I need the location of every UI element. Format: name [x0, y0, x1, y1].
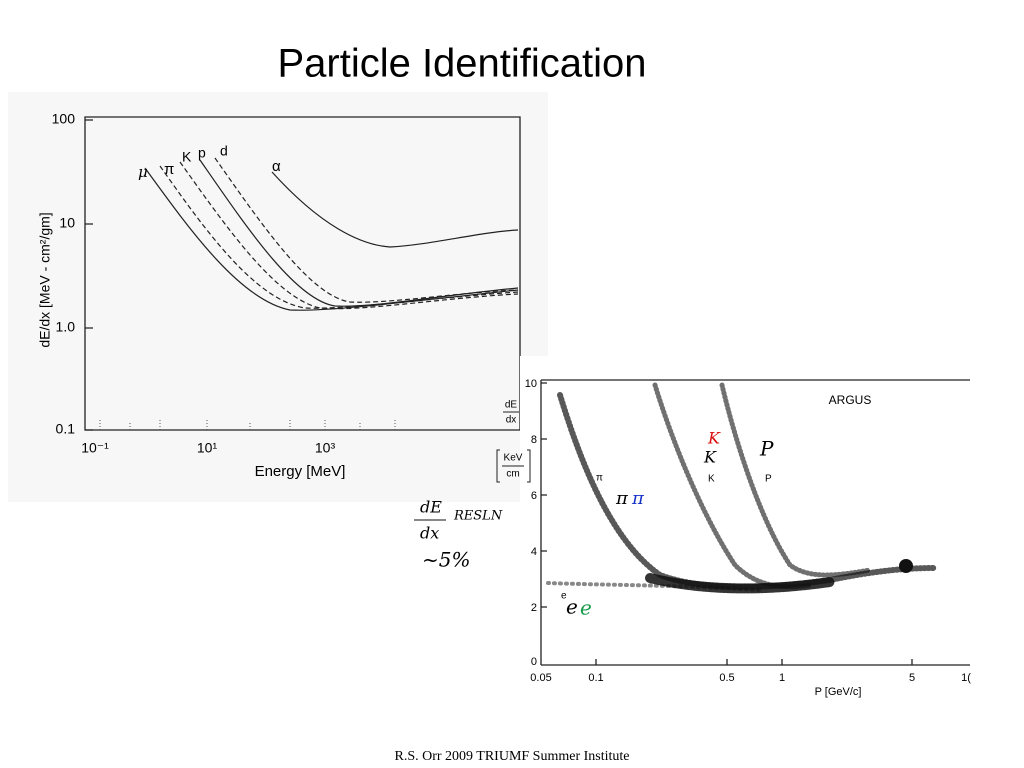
- figure-title: ARGUS: [829, 393, 872, 407]
- x-tick-label: 0.05: [530, 672, 551, 684]
- curve-k: [179, 161, 519, 310]
- y-tick-label: 0.1: [56, 421, 76, 437]
- ticks: [541, 382, 913, 665]
- annotation: P: [759, 437, 774, 461]
- footer: R.S. Orr 2009 TRIUMF Summer Institute: [394, 749, 629, 764]
- curve-alpha: [271, 171, 519, 248]
- band-label: π: [596, 473, 603, 484]
- curve-label: p: [198, 145, 206, 161]
- curve-d: [214, 157, 519, 303]
- curve-label: α: [272, 158, 281, 175]
- x-tick-label: 10³: [315, 440, 336, 456]
- x-tick-label: 10¹: [197, 440, 218, 456]
- y-tick-label: 8: [531, 434, 537, 446]
- y-tick-label: 4: [531, 546, 537, 558]
- annotation: dE: [420, 498, 442, 517]
- figure-energy-loss: 100 10 1.0 0.1 10⁻¹ 10¹ 10³ Energy [MeV]…: [8, 92, 548, 502]
- y-tick-label: 10: [525, 378, 537, 390]
- slide-title: Particle Identification: [277, 42, 646, 86]
- figure-argus: 10 8 6 4 2 0 0.05 0.1 0.5 1 5 1( P [GeV/…: [496, 356, 974, 698]
- curve-label: d: [220, 143, 228, 159]
- x-tick-label: 1(: [961, 672, 971, 684]
- x-tick-label: 0.1: [588, 672, 603, 684]
- x-axis-label: Energy [MeV]: [255, 463, 346, 480]
- annotation: π: [615, 488, 629, 509]
- y-tick-label: 2: [531, 602, 537, 614]
- band-label: P: [765, 474, 772, 485]
- annotation: dx: [420, 524, 439, 543]
- curve-label: μ: [138, 163, 148, 181]
- annotation: e: [566, 595, 578, 619]
- curve-label: π: [164, 161, 174, 178]
- y-tick-label: 10: [59, 215, 75, 231]
- scan-background: [520, 356, 974, 690]
- band-label: K: [708, 474, 715, 485]
- y-label-num: dE: [505, 400, 518, 411]
- y-ticks: [85, 119, 93, 431]
- scatter-bands: [546, 382, 938, 594]
- x-tick-label: 10⁻¹: [81, 440, 109, 456]
- y-tick-label: 0: [531, 656, 537, 668]
- y-unit-num: KeV: [504, 453, 523, 464]
- x-tick-label: 5: [909, 672, 915, 684]
- y-tick-label: 100: [52, 111, 76, 127]
- y-unit-den: cm: [506, 469, 519, 480]
- brackets: [496, 449, 531, 483]
- y-tick-label: 1.0: [56, 319, 76, 335]
- x-minor-ticks: [99, 420, 396, 430]
- annotation: e: [580, 596, 592, 620]
- annotation: K: [707, 429, 721, 448]
- curve-mu: [144, 167, 519, 311]
- curve-p: [199, 159, 519, 307]
- y-tick-label: 6: [531, 490, 537, 502]
- x-tick-label: 0.5: [719, 672, 734, 684]
- band-label: e: [561, 591, 567, 602]
- annotation: K: [703, 448, 717, 467]
- y-label-den: dx: [506, 415, 517, 426]
- annotation: ~5%: [422, 548, 471, 572]
- x-axis-label: P [GeV/c]: [815, 686, 862, 698]
- x-tick-label: 1: [779, 672, 785, 684]
- annotation: RESLN: [453, 509, 503, 524]
- y-axis-label: dE/dx [MeV - cm²/gm]: [37, 212, 53, 347]
- plot-frame: [540, 379, 970, 666]
- curve-label: K: [182, 149, 192, 165]
- annotation: π: [631, 488, 645, 509]
- curve-pi: [159, 165, 519, 309]
